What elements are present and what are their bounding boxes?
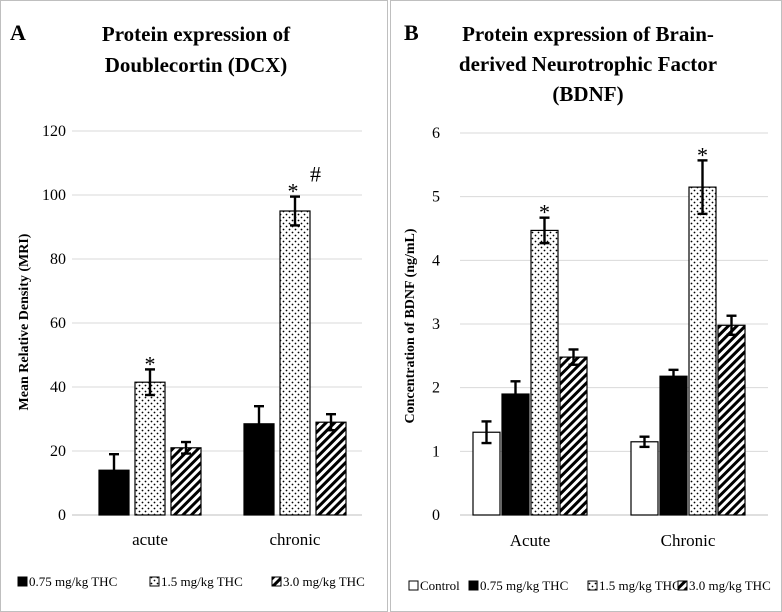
category-label: Chronic [661,531,716,550]
y-tick-label: 1 [432,443,440,460]
legend: 0.75 mg/kg THC 1.5 mg/kg THC 3.0 mg/kg THC [17,574,365,589]
legend-label: 1.5 mg/kg THC [599,578,681,593]
chart-title-line-2: Doublecortin (DCX) [105,53,288,77]
legend-label: 0.75 mg/kg THC [480,578,568,593]
legend-label: 1.5 mg/kg THC [161,574,243,589]
y-ticks: 0 1 2 3 4 5 6 [432,125,440,524]
panel-b-letter: B [404,20,419,45]
asterisk-annotation: * [697,142,708,167]
bar-acute-2 [170,447,202,516]
bar-chronic-0 [630,441,659,516]
legend-swatch [149,576,160,587]
y-ticks: 0 20 40 60 80 100 120 [42,123,66,524]
y-tick-label: 20 [50,443,66,460]
asterisk-annotation: * [145,351,156,376]
error-bars [109,195,336,488]
bar-acute-1 [501,393,530,516]
bar-chronic-0 [243,423,275,516]
annotations: * * # [145,162,322,377]
legend-swatch [408,580,419,591]
y-tick-label: 2 [432,380,440,397]
bars [472,186,746,516]
y-tick-label: 3 [432,316,440,333]
category-label: Acute [510,531,551,550]
category-label: chronic [270,530,321,549]
asterisk-annotation: * [539,200,550,225]
category-labels: Acute Chronic [510,531,716,550]
bar-chronic-1 [659,375,688,516]
y-tick-label: 0 [58,507,66,524]
annotations: ** [539,142,708,224]
bar-chronic-3 [717,324,746,516]
y-tick-label: 120 [42,123,66,140]
chart-title-line-1: Protein expression of Brain- [462,22,714,46]
chart-title-line-2: derived Neurotrophic Factor [459,52,717,76]
asterisk-annotation: * [288,179,299,204]
bar-chronic-2 [315,421,347,516]
error-bars [481,159,737,449]
legend-swatch [468,580,479,591]
panel-a: A Protein expression of Doublecortin (DC… [0,0,388,612]
y-tick-label: 80 [50,251,66,268]
legend-label: 3.0 mg/kg THC [283,574,365,589]
category-label: acute [132,530,168,549]
y-tick-label: 0 [432,507,440,524]
bar-acute-2 [530,229,559,516]
y-tick-label: 100 [42,187,66,204]
legend: Control 0.75 mg/kg THC 1.5 mg/kg THC 3.0 mg… [408,578,771,593]
bar-chronic-2 [688,186,717,516]
bar-chronic-1 [279,210,311,516]
y-axis-label: Concentration of BDNF (ng/mL) [403,228,418,423]
legend-label: 0.75 mg/kg THC [29,574,117,589]
y-tick-label: 60 [50,315,66,332]
legend-label: Control [420,578,460,593]
y-tick-label: 6 [432,125,440,142]
legend-swatch [17,576,28,587]
bar-acute-1 [134,381,166,516]
bar-acute-0 [472,431,501,516]
panel-b: B Protein expression of Brain- derived N… [390,0,782,612]
category-labels: acute chronic [132,530,321,549]
legend-label: 3.0 mg/kg THC [689,578,771,593]
chart-title-line-1: Protein expression of [102,22,291,46]
panel-a-letter: A [10,20,26,45]
y-tick-label: 5 [432,189,440,206]
legend-swatch [271,576,282,587]
hash-annotation: # [310,162,321,187]
chart-title-line-3: (BDNF) [552,82,623,106]
y-tick-label: 4 [432,252,440,269]
bar-acute-3 [559,356,588,516]
y-tick-label: 40 [50,379,66,396]
legend-swatch [677,580,688,591]
legend-swatch [587,580,598,591]
y-axis-label: Mean Relative Density (MRI) [17,233,32,410]
